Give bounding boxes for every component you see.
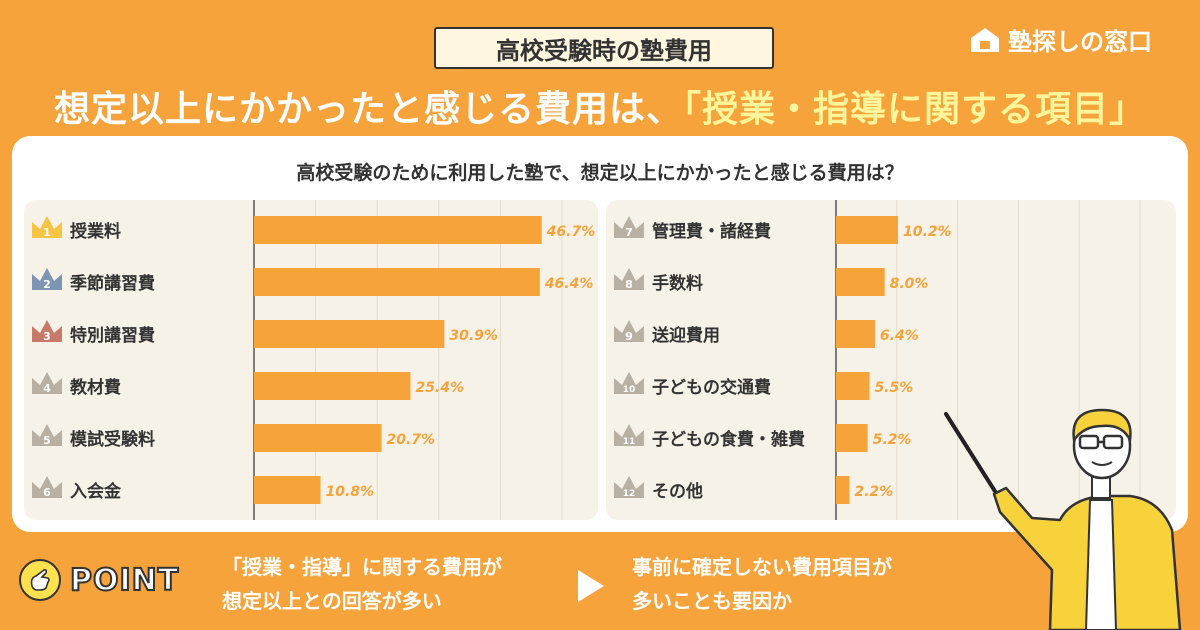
crown-icon: 2 <box>32 268 62 291</box>
rank-number: 7 <box>625 226 633 239</box>
chart-left: 1 授業料 46.7% 2 季節講習費 46.4% 3 特別講習費 30.9% 4 教材費 25.4%… <box>24 200 598 520</box>
value-label: 5.5% <box>874 380 913 396</box>
crown-shape <box>32 320 62 342</box>
value-label: 5.2% <box>873 432 912 448</box>
rank-number: 2 <box>43 278 51 291</box>
arrow-right-icon <box>578 570 604 602</box>
bar <box>254 476 321 504</box>
point-message-1-line-2: 想定以上との回答が多い <box>222 589 442 613</box>
category-label: 管理費・諸経費 <box>652 221 771 242</box>
crown-icon: 1 <box>32 216 62 239</box>
rank-number: 10 <box>623 385 636 395</box>
point-message-2: 事前に確定しない費用項目が 多いことも要因か <box>632 550 972 618</box>
crown-shape <box>32 372 62 394</box>
point-message-1: 「授業・指導」に関する費用が 想定以上との回答が多い <box>222 550 562 618</box>
rank-number: 12 <box>623 489 636 499</box>
bar <box>836 476 850 504</box>
title-tag: 高校受験時の塾費用 <box>434 27 774 69</box>
crown-shape <box>614 372 644 394</box>
bar <box>836 216 899 244</box>
category-label: 授業料 <box>70 221 121 242</box>
value-label: 25.4% <box>415 380 464 396</box>
category-label: 子どもの食費・雑費 <box>652 429 805 450</box>
value-label: 6.4% <box>880 328 919 344</box>
crown-shape <box>614 424 644 446</box>
bar <box>254 216 542 244</box>
house-icon <box>971 27 999 52</box>
category-label: 特別講習費 <box>70 325 155 346</box>
headline-highlight: 「授業・指導に関する項目」 <box>683 89 1147 130</box>
rank-number: 3 <box>43 330 51 343</box>
value-label: 10.2% <box>903 224 952 240</box>
category-label: 教材費 <box>69 377 121 398</box>
value-label: 46.4% <box>544 276 594 292</box>
point-section: POINT 「授業・指導」に関する費用が 想定以上との回答が多い 事前に確定しな… <box>0 540 1200 630</box>
crown-icon: 12 <box>614 476 644 499</box>
bar <box>254 320 445 348</box>
crown-icon: 7 <box>614 216 644 239</box>
bar <box>254 424 382 452</box>
crown-icon: 10 <box>614 372 644 395</box>
category-label: 模試受験料 <box>70 429 155 450</box>
value-label: 10.8% <box>326 484 375 500</box>
crown-icon: 3 <box>32 320 62 343</box>
point-message-2-line-1: 事前に確定しない費用項目が <box>632 555 892 579</box>
chart-right: 7 管理費・諸経費 10.2% 8 手数料 8.0% 9 送迎費用 6.4% 10 子どもの交通費 5… <box>606 200 1176 520</box>
rank-number: 11 <box>623 437 636 447</box>
crown-icon: 9 <box>614 320 644 343</box>
brand-logo: 塾探しの窓口 <box>968 22 1152 57</box>
value-label: 20.7% <box>387 432 436 448</box>
category-label: 手数料 <box>652 273 703 294</box>
bar <box>836 424 868 452</box>
rank-number: 1 <box>43 226 51 239</box>
crown-icon: 8 <box>614 268 644 291</box>
crown-icon: 5 <box>32 424 62 447</box>
point-message-1-line-1: 「授業・指導」に関する費用が <box>222 555 502 579</box>
point-label: POINT <box>18 558 179 602</box>
rank-number: 8 <box>625 278 633 291</box>
category-label: 送迎費用 <box>652 325 720 346</box>
brand-logo-text: 塾探しの窓口 <box>1008 28 1152 56</box>
rank-number: 5 <box>43 434 51 447</box>
chart-panel: 高校受験のために利用した塾で、想定以上にかかったと感じる費用は？ 1 授業料 46.… <box>12 136 1188 532</box>
category-label: その他 <box>652 481 703 502</box>
crown-shape <box>32 268 62 290</box>
point-message-2-line-2: 多いことも要因か <box>632 589 792 613</box>
crown-icon: 11 <box>614 424 644 447</box>
value-label: 8.0% <box>890 276 929 292</box>
value-label: 30.9% <box>449 328 498 344</box>
category-label: 入会金 <box>70 481 122 502</box>
crown-shape <box>32 216 62 238</box>
crown-icon: 4 <box>32 372 62 395</box>
rank-number: 9 <box>625 330 633 343</box>
value-label: 2.2% <box>854 484 893 500</box>
bar <box>836 372 870 400</box>
category-label: 季節講習費 <box>70 273 155 294</box>
crown-icon: 6 <box>32 476 62 499</box>
category-label: 子どもの交通費 <box>652 377 771 398</box>
crown-shape <box>32 476 62 498</box>
bar <box>254 372 411 400</box>
crown-shape <box>614 476 644 498</box>
chart-right-svg: 7 管理費・諸経費 10.2% 8 手数料 8.0% 9 送迎費用 6.4% 10 子どもの交通費 5… <box>614 200 1141 520</box>
headline-main: 想定以上にかかったと感じる費用は、 <box>53 89 683 130</box>
rank-number: 6 <box>43 486 51 499</box>
rank-number: 4 <box>43 382 51 395</box>
headline: 想定以上にかかったと感じる費用は、「授業・指導に関する項目」 <box>0 80 1200 132</box>
value-label: 46.7% <box>546 224 596 240</box>
crown-shape <box>614 320 644 342</box>
chart-question: 高校受験のために利用した塾で、想定以上にかかったと感じる費用は？ <box>296 162 904 184</box>
crown-shape <box>32 424 62 446</box>
pointing-hand-icon <box>19 559 61 601</box>
bar <box>836 320 875 348</box>
point-text: POINT <box>69 562 180 599</box>
presenter-illustration <box>944 408 1182 630</box>
chart-left-svg: 1 授業料 46.7% 2 季節講習費 46.4% 3 特別講習費 30.9% 4 教材費 25.4%… <box>32 200 596 520</box>
crown-shape <box>614 216 644 238</box>
bar <box>254 268 540 296</box>
crown-shape <box>614 268 644 290</box>
bar <box>836 268 885 296</box>
